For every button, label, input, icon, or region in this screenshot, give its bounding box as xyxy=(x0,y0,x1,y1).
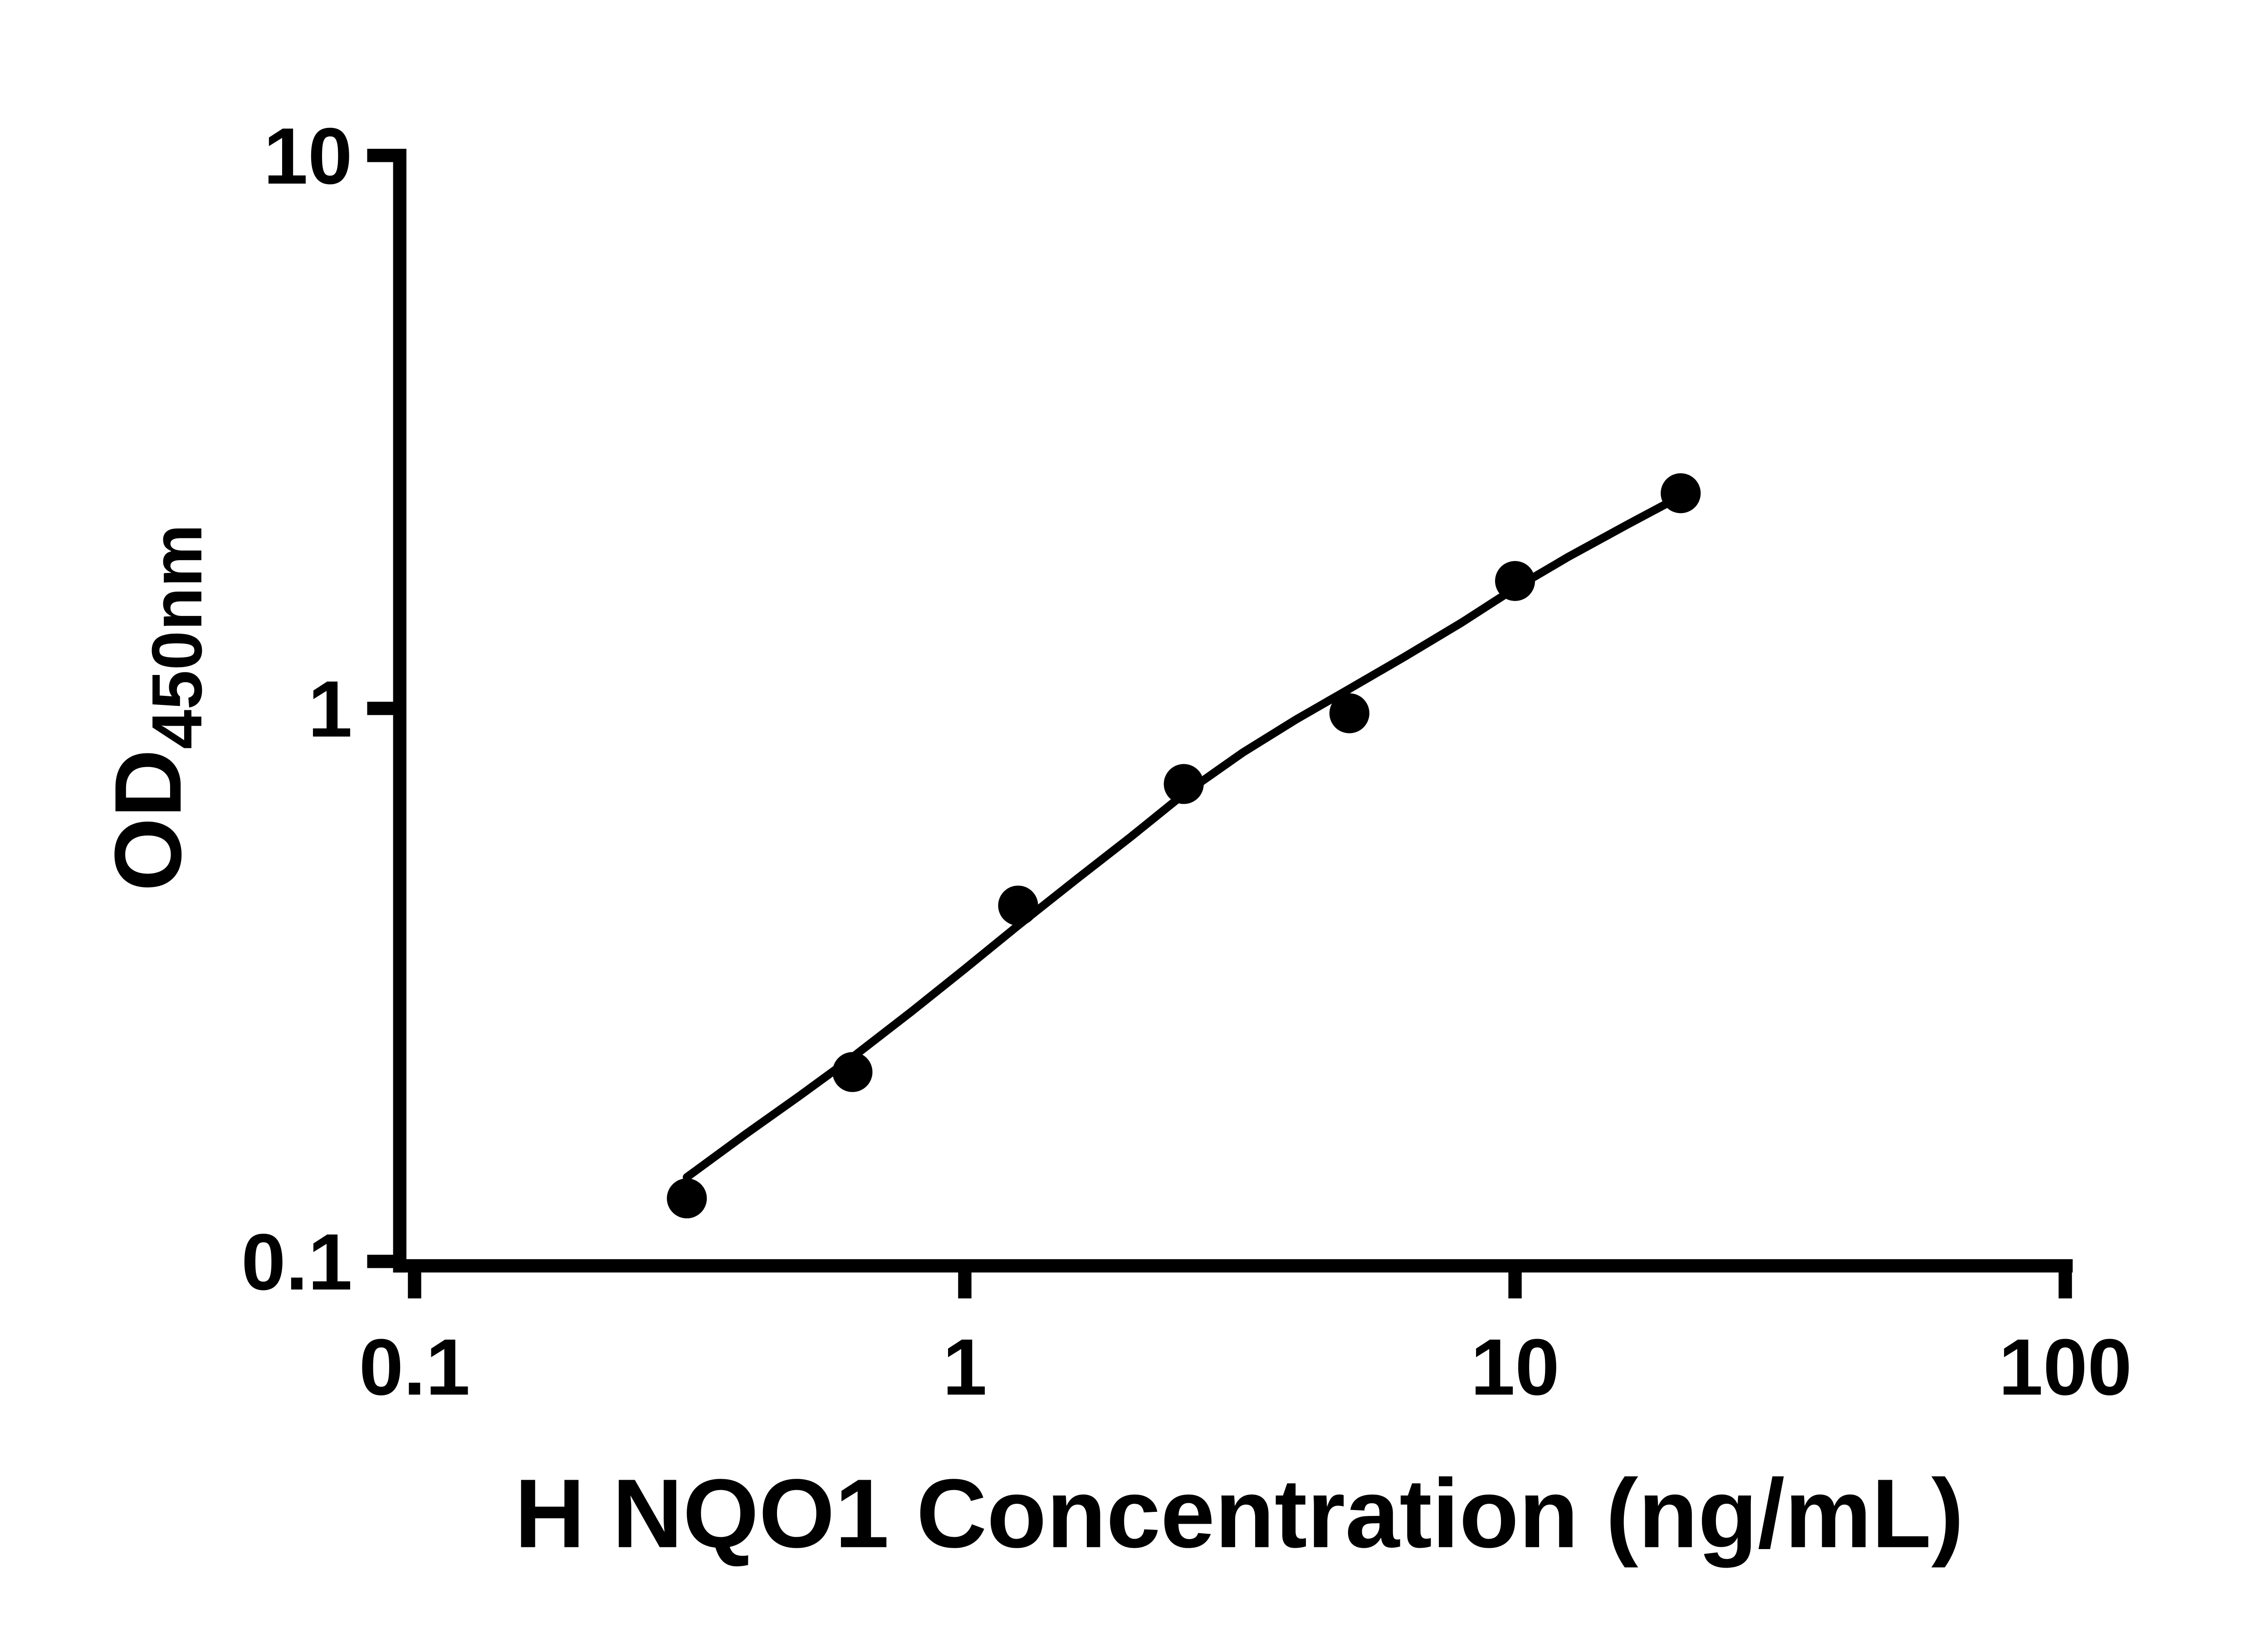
data-point xyxy=(667,1178,707,1218)
plot-area: 0.1 1 10 100 0.1 1 10 xyxy=(241,112,2132,1412)
y-tick-label: 10 xyxy=(264,112,352,201)
y-axis-title-sub: 450nm xyxy=(137,524,217,749)
x-axis-title: H NQO1 Concentration (ng/mL) xyxy=(514,1459,1964,1568)
x-tick-label: 10 xyxy=(1471,1323,1559,1412)
y-tick-label: 0.1 xyxy=(241,1217,352,1307)
x-tick-label: 0.1 xyxy=(359,1323,470,1412)
data-point xyxy=(1329,693,1369,733)
data-point xyxy=(832,1052,873,1092)
y-axis-title: OD450nm xyxy=(95,524,217,891)
y-axis-title-main: OD xyxy=(95,749,201,891)
data-point xyxy=(1163,764,1204,804)
x-tick-label: 100 xyxy=(1999,1323,2132,1412)
data-point xyxy=(1661,473,1701,513)
y-tick-label: 1 xyxy=(308,665,352,754)
data-point xyxy=(998,885,1038,926)
data-point xyxy=(1495,561,1535,601)
x-tick-label: 1 xyxy=(943,1323,987,1412)
